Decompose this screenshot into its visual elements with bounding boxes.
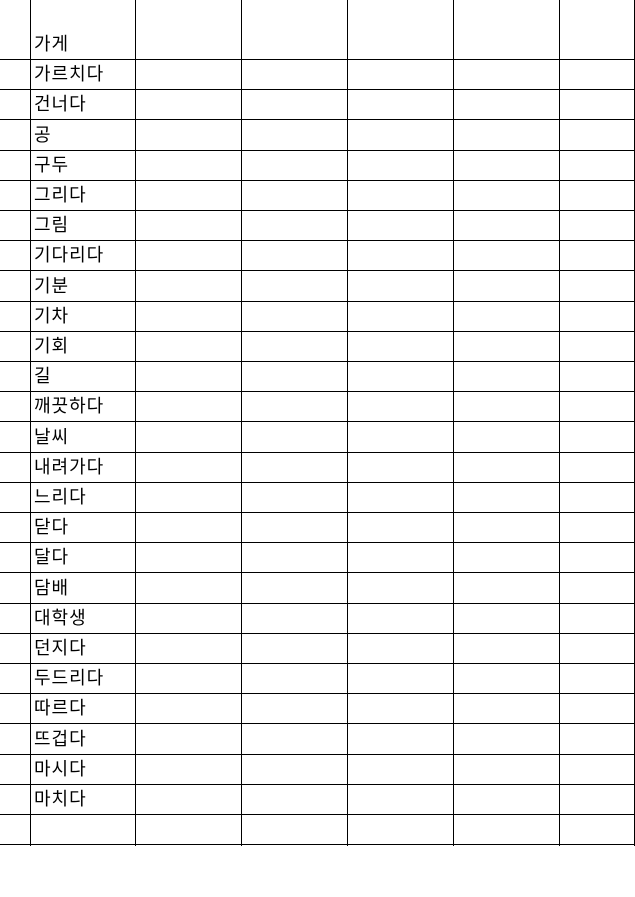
vocabulary-word: 뜨겁다 xyxy=(34,729,87,750)
row-divider xyxy=(0,270,635,271)
row-divider xyxy=(0,754,635,755)
row-divider xyxy=(0,603,635,604)
vocabulary-word: 담배 xyxy=(34,578,70,599)
column-divider xyxy=(241,0,242,846)
row-divider xyxy=(0,572,635,573)
vocabulary-word: 느리다 xyxy=(34,487,87,508)
vocabulary-word: 대학생 xyxy=(34,608,87,629)
row-divider xyxy=(0,542,635,543)
column-divider xyxy=(347,0,348,846)
row-divider xyxy=(0,89,635,90)
vocabulary-word: 그림 xyxy=(34,215,70,236)
row-divider xyxy=(0,240,635,241)
vocabulary-word: 달다 xyxy=(34,547,70,568)
vocabulary-word: 그리다 xyxy=(34,185,87,206)
row-divider xyxy=(0,452,635,453)
vocabulary-word: 공 xyxy=(34,125,52,146)
row-divider xyxy=(0,421,635,422)
row-divider xyxy=(0,361,635,362)
vocabulary-word: 가르치다 xyxy=(34,64,105,85)
row-divider xyxy=(0,723,635,724)
vocabulary-word: 건너다 xyxy=(34,94,87,115)
vocabulary-word: 기차 xyxy=(34,306,70,327)
row-divider xyxy=(0,119,635,120)
row-divider xyxy=(0,784,635,785)
column-divider xyxy=(135,0,136,846)
row-divider xyxy=(0,693,635,694)
vocabulary-word: 닫다 xyxy=(34,517,70,538)
row-divider xyxy=(0,301,635,302)
column-divider xyxy=(559,0,560,846)
row-divider xyxy=(0,391,635,392)
row-divider xyxy=(0,814,635,815)
vocabulary-word: 기다리다 xyxy=(34,245,105,266)
vocabulary-word: 날씨 xyxy=(34,427,70,448)
vocabulary-word: 기회 xyxy=(34,336,70,357)
row-divider xyxy=(0,512,635,513)
column-divider xyxy=(30,0,31,846)
vocabulary-word: 기분 xyxy=(34,276,70,297)
row-divider xyxy=(0,210,635,211)
vocabulary-word: 구두 xyxy=(34,155,70,176)
vocabulary-word: 마시다 xyxy=(34,759,87,780)
row-divider xyxy=(0,633,635,634)
vocabulary-word: 던지다 xyxy=(34,638,87,659)
row-divider xyxy=(0,59,635,60)
vocabulary-word: 길 xyxy=(34,366,52,387)
vocabulary-word: 내려가다 xyxy=(34,457,105,478)
row-divider xyxy=(0,482,635,483)
vocabulary-word: 마치다 xyxy=(34,789,87,810)
vocabulary-word: 따르다 xyxy=(34,698,87,719)
row-divider xyxy=(0,663,635,664)
vocabulary-word: 가게 xyxy=(34,34,70,55)
vocabulary-word: 두드리다 xyxy=(34,668,105,689)
row-divider xyxy=(0,150,635,151)
row-divider xyxy=(0,180,635,181)
column-divider xyxy=(453,0,454,846)
row-divider xyxy=(0,331,635,332)
row-divider xyxy=(0,844,635,845)
vocabulary-word: 깨끗하다 xyxy=(34,396,105,417)
